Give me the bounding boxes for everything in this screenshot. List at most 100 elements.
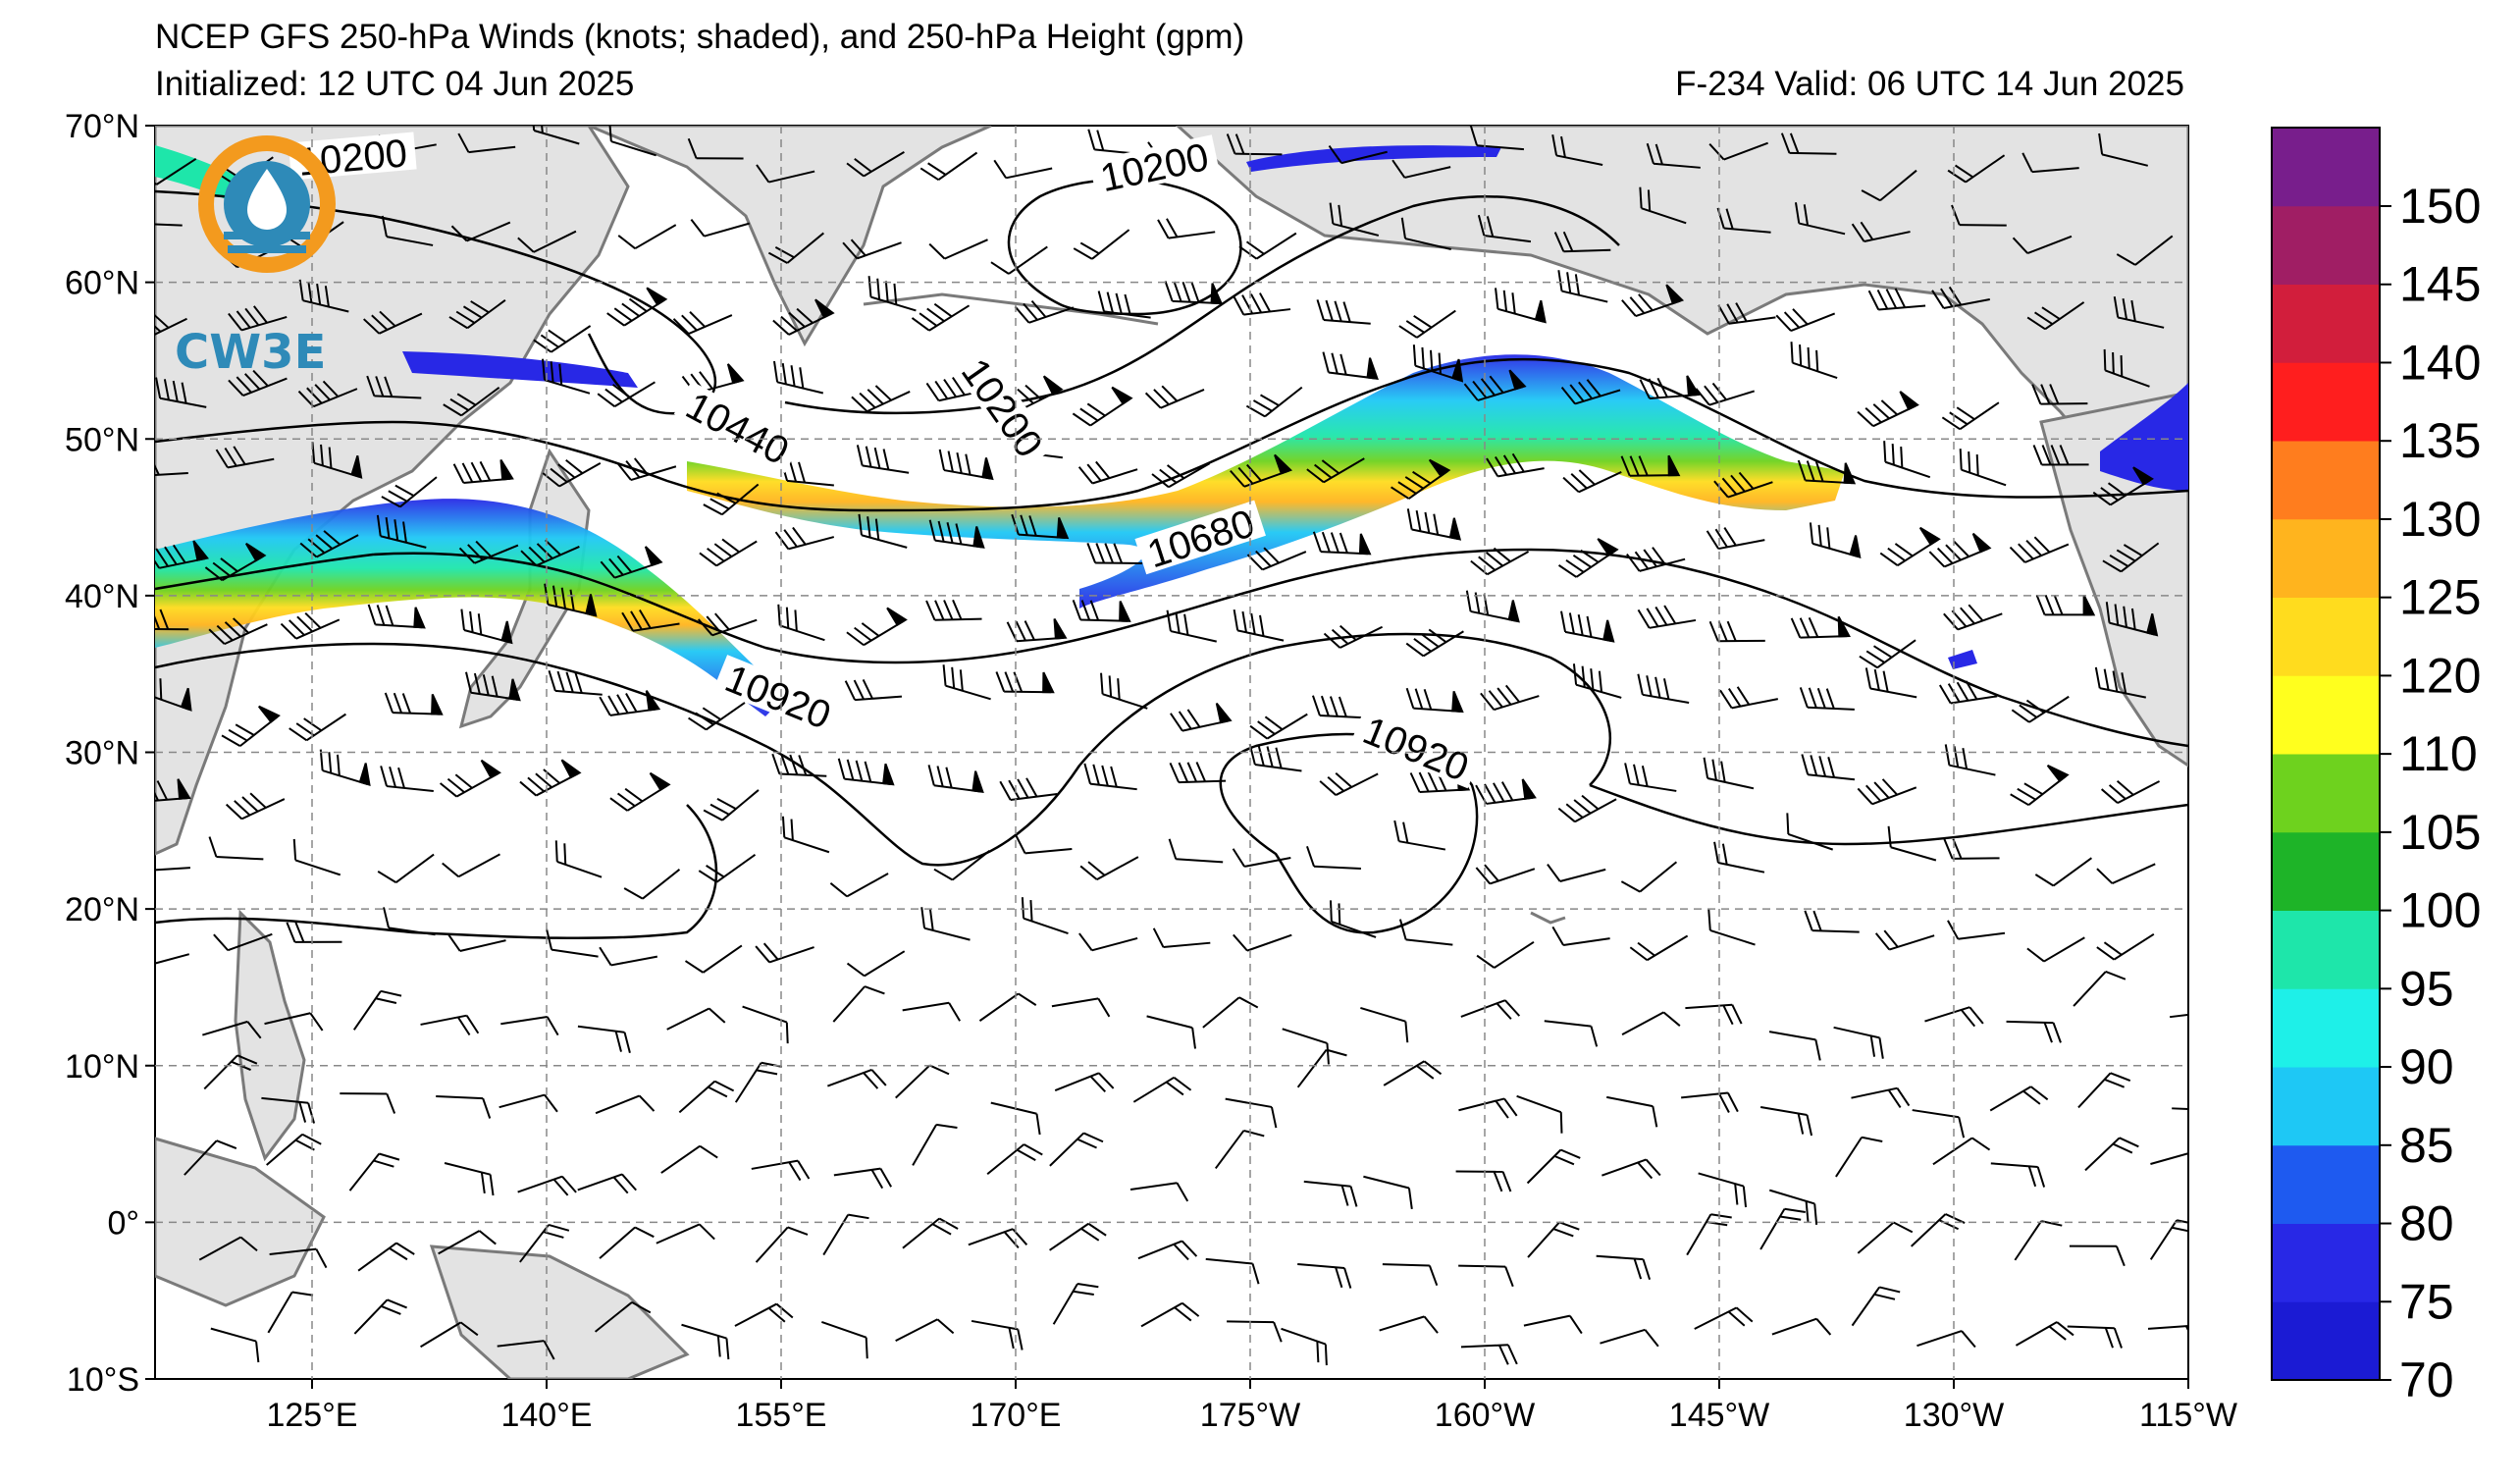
wind-barb <box>1458 1097 1518 1119</box>
wind-barb <box>366 375 422 399</box>
wind-barb <box>155 377 207 408</box>
wind-barb <box>971 1319 1024 1351</box>
wind-barb <box>1230 453 1293 488</box>
wind-barb <box>919 151 978 182</box>
wind-barb <box>1941 401 2000 431</box>
wind-barb <box>822 1213 869 1256</box>
longitude-label: 145°W <box>1669 1397 1769 1434</box>
wind-barb <box>1557 270 1608 303</box>
wind-barb <box>1282 1028 1330 1065</box>
land-kamchatka <box>588 126 992 347</box>
wind-barb <box>895 1064 950 1099</box>
wind-barb <box>1311 695 1367 719</box>
wind-barb <box>1790 342 1838 380</box>
colorbar-label: 100 <box>2399 883 2481 938</box>
wind-barb <box>699 538 758 567</box>
wind-barb <box>867 276 917 312</box>
wind-barb <box>1516 1094 1563 1134</box>
wind-barb <box>844 678 903 702</box>
wind-barb <box>1931 286 1990 309</box>
wind-barb <box>597 381 656 408</box>
wind-barb <box>155 222 183 227</box>
wind-barb <box>2006 1020 2062 1043</box>
wind-barb <box>1707 909 1756 946</box>
wind-barb <box>311 442 363 479</box>
wind-barb <box>2100 780 2161 805</box>
wind-barb <box>2034 857 2092 887</box>
wind-barb <box>688 702 746 731</box>
wind-barb <box>621 609 680 632</box>
wind-barb <box>1202 996 1259 1029</box>
wind-barb <box>698 854 757 883</box>
graticule <box>155 126 2188 1379</box>
wind-barb <box>846 151 905 178</box>
wind-barb <box>697 612 758 637</box>
land-new-guinea <box>429 1245 690 1379</box>
wind-barb <box>1329 202 1380 237</box>
wind-barb <box>927 765 984 794</box>
wind-barb <box>609 771 671 812</box>
wind-barb <box>1246 547 1307 571</box>
colorbar-segment <box>2272 441 2380 520</box>
wind-barb <box>202 1020 262 1039</box>
wind-barb <box>1833 1026 1884 1059</box>
wind-barb <box>1391 159 1451 179</box>
wind-barb <box>155 157 197 185</box>
land-masses <box>155 126 2188 1379</box>
longitude-label: 155°E <box>735 1397 826 1434</box>
colorbar-label: 110 <box>2399 726 2478 781</box>
wind-barb <box>858 513 908 549</box>
colorbar-segment <box>2272 1223 2380 1302</box>
wind-barb <box>452 459 514 484</box>
wind-barb <box>617 224 677 250</box>
initialized-time: Initialized: 12 UTC 04 Jun 2025 <box>155 65 635 103</box>
longitude-label: 175°W <box>1200 1397 1300 1434</box>
wind-barb <box>1851 1286 1901 1327</box>
wind-barb <box>155 778 191 803</box>
wind-barb <box>577 1025 631 1053</box>
wind-barb <box>2032 445 2089 466</box>
wind-barb <box>1990 1162 2046 1188</box>
wind-barb <box>1629 934 1689 962</box>
wind-barb <box>367 604 426 629</box>
wind-barb <box>1883 441 1931 479</box>
wind-barb <box>902 1217 959 1249</box>
longitude-label: 125°E <box>266 1397 357 1434</box>
wind-barb <box>755 942 814 964</box>
wind-barb <box>500 1016 559 1036</box>
wind-barb <box>821 1321 868 1359</box>
wind-barb <box>600 546 663 579</box>
wind-barb <box>999 777 1058 802</box>
wind-barb <box>1463 369 1527 401</box>
wind-barb <box>2102 542 2160 573</box>
wind-barb <box>1303 1180 1358 1207</box>
jet-arctic-2 <box>1246 145 1501 172</box>
wind-barb <box>544 583 598 617</box>
wind-barb <box>384 692 444 715</box>
wind-barb <box>1557 538 1619 578</box>
colorbar-segment <box>2272 518 2380 598</box>
wind-barb <box>1400 217 1451 250</box>
wind-barb <box>1486 452 1545 478</box>
wind-barb <box>2149 1219 2188 1260</box>
wind-barb <box>1637 605 1697 629</box>
wind-barb <box>1864 667 1917 699</box>
wind-barb <box>380 766 434 792</box>
wind-barb <box>2077 1072 2131 1109</box>
contour-line <box>1219 732 1479 934</box>
wind-barb <box>1694 1306 1754 1330</box>
wind-barb <box>1947 154 2006 184</box>
wind-barb <box>438 1230 497 1255</box>
wind-barb <box>2015 1321 2074 1347</box>
wind-barb <box>1912 1109 1966 1139</box>
wind-barb <box>1458 1264 1514 1288</box>
wind-barb <box>1168 838 1224 864</box>
colorbar: 150 145 140 135 130 125 120 110 105 100 95 90 85 80 75… <box>2271 127 2481 1407</box>
wind-barb <box>1551 926 1610 947</box>
wind-barb <box>1281 1327 1328 1366</box>
wind-barb <box>1412 344 1464 383</box>
wind-barb <box>2094 666 2147 699</box>
land-hawaii <box>1530 911 1566 925</box>
wind-barb <box>1072 386 1133 427</box>
